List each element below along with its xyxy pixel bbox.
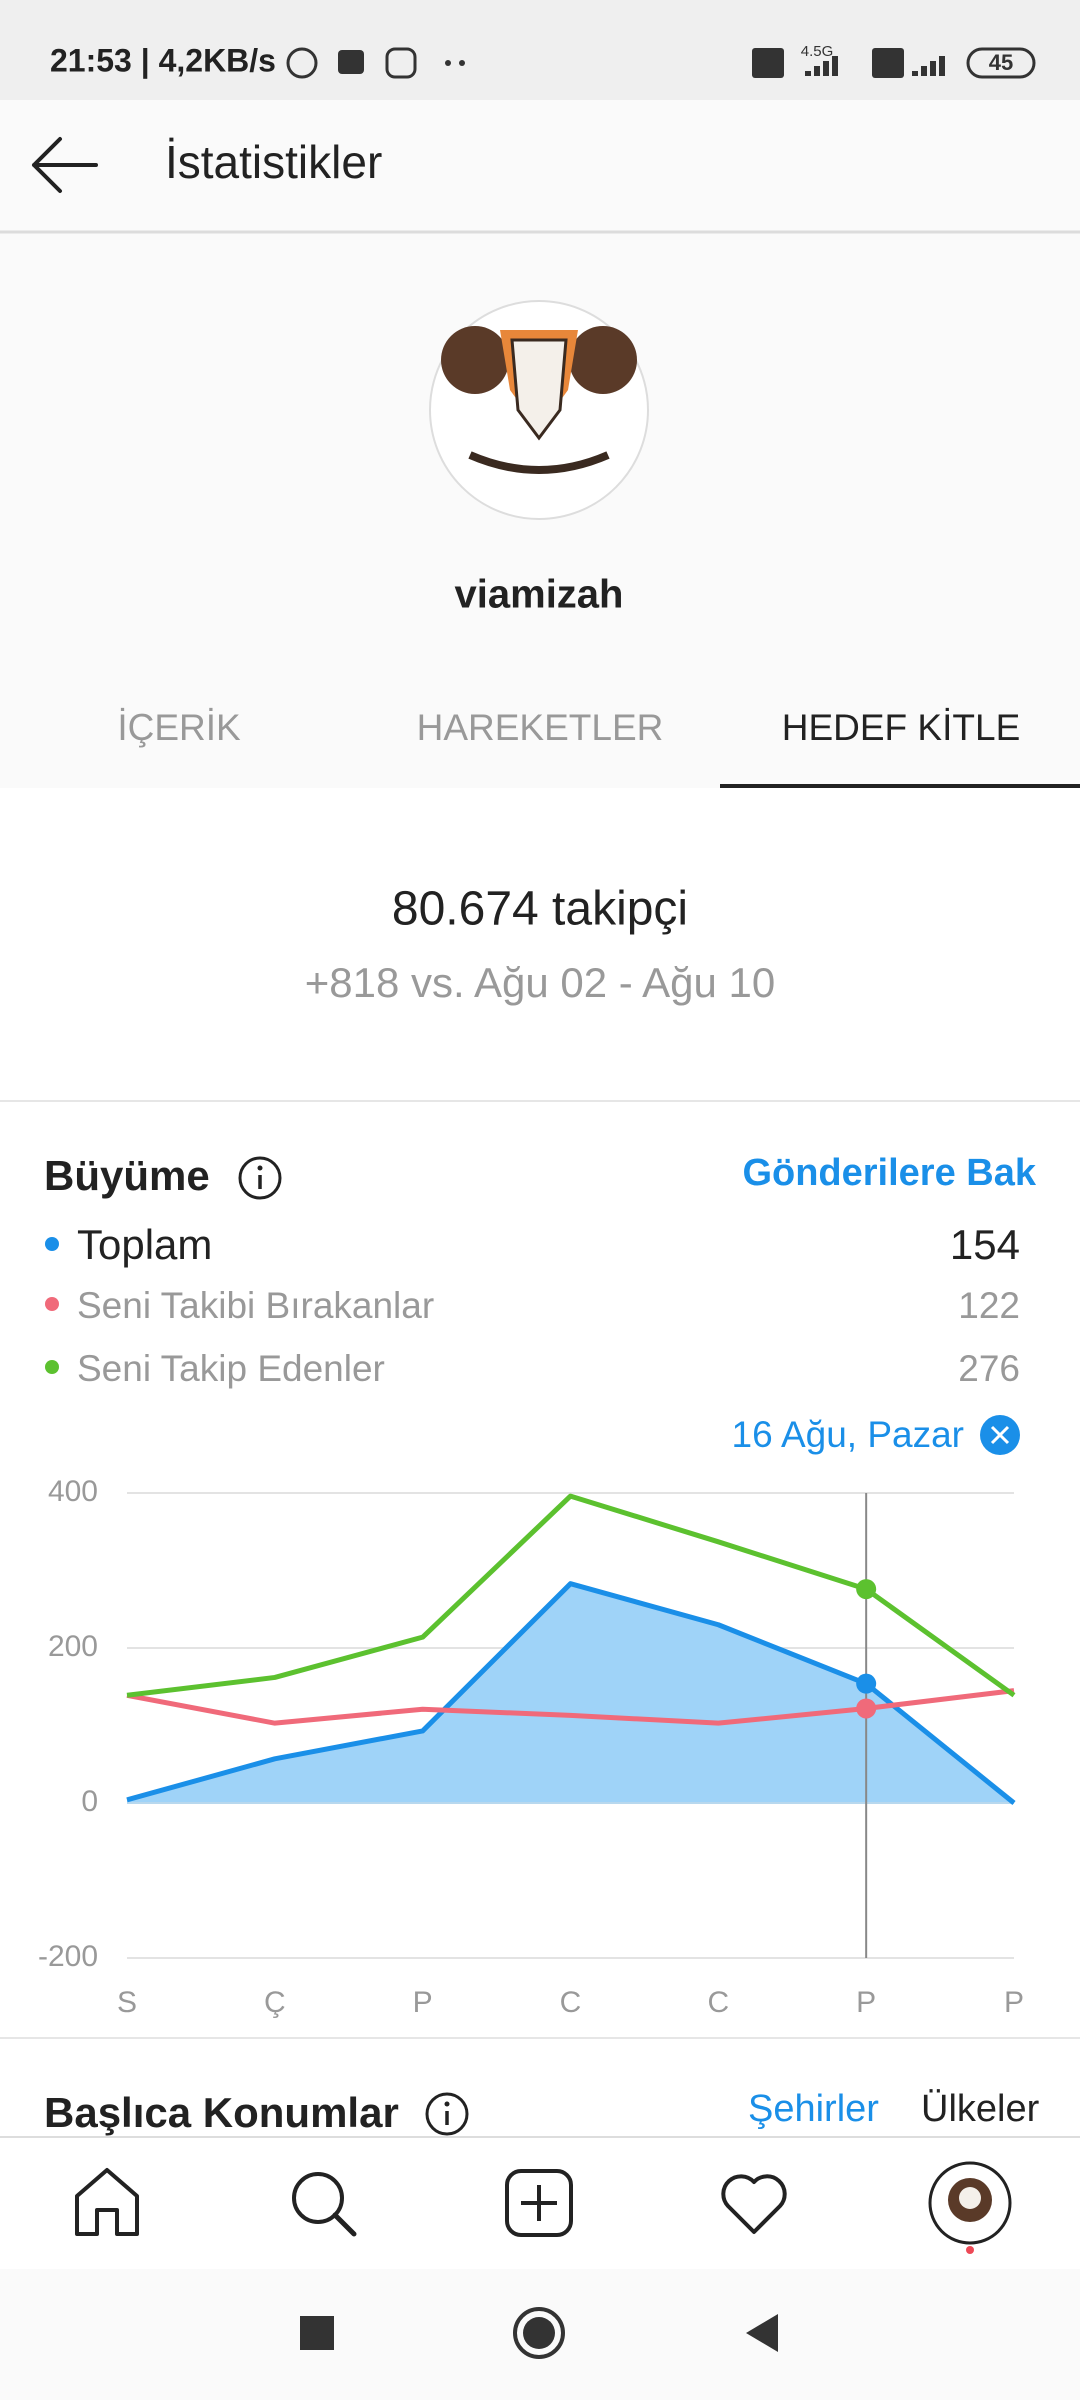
recents-button[interactable] [300,2316,334,2350]
home-button[interactable] [75,2168,139,2236]
tab[interactable]: HAREKETLER [417,707,664,748]
battery-icon [966,47,1036,79]
y-tick-label: -200 [38,1940,98,1973]
y-tick-label: 0 [81,1785,98,1818]
dot [459,60,465,66]
profile-avatar [429,300,649,520]
x-tick-label: P [1004,1986,1024,2019]
alarm-icon [286,47,318,79]
instagram-icon [385,47,417,79]
selected-point [856,1673,877,1694]
x-tick-label: P [856,1986,876,2019]
legend-label: Seni Takip Edenler [77,1348,385,1389]
dot [445,60,451,66]
legend-dot [45,1237,59,1251]
posts-link[interactable]: Gönderilere Bak [742,1152,1036,1194]
follower-count: 80.674 takipçi [392,883,688,936]
selected-point [856,1698,877,1719]
x-tick-label: C [560,1986,582,2019]
clear-selection-button[interactable] [980,1415,1020,1455]
legend-label: Toplam [77,1221,212,1268]
x-tick-label: P [413,1986,433,2019]
y-tick-label: 200 [48,1630,98,1663]
signal-icon [805,56,838,76]
info-icon[interactable] [425,2092,469,2136]
x-tick-label: Ç [264,1986,286,2019]
selected-point [856,1579,877,1600]
username: viamizah [455,573,624,617]
page-title: İstatistikler [165,136,382,188]
x-tick-label: S [117,1986,137,2019]
section-title: Başlıca Konumlar [44,2089,399,2136]
section-title: Büyüme [44,1152,210,1199]
back-system-button[interactable] [746,2314,778,2352]
create-button[interactable] [505,2169,573,2237]
legend-value: 122 [958,1285,1020,1326]
volte-icon [752,48,784,78]
battery-level: 45 [989,50,1013,75]
growth-chart: Toplam 154 Seni Takibi Bırakanlar 122 Seni T… [38,1221,1024,2019]
info-icon[interactable] [238,1156,282,1200]
network-type: 4.5G [801,43,834,60]
legend-dot [45,1297,59,1311]
tab-selected[interactable]: HEDEF KİTLE [782,707,1021,748]
legend-value: 276 [958,1348,1020,1389]
volte-icon [872,48,904,78]
back-button[interactable] [32,137,98,193]
home-system-button[interactable] [513,2307,565,2359]
selected-date: 16 Ağu, Pazar [732,1414,964,1455]
tab[interactable]: İÇERİK [117,707,241,748]
x-tick-label: C [707,1986,729,2019]
close-x [990,1425,1010,1445]
activity-button[interactable] [721,2174,787,2234]
search-button[interactable] [292,2172,357,2237]
location-tab[interactable]: Ülkeler [921,2088,1040,2130]
legend-label: Seni Takibi Bırakanlar [77,1285,434,1326]
signal-icon [912,56,945,76]
location-tab[interactable]: Şehirler [748,2088,879,2130]
y-tick-label: 400 [48,1475,98,1508]
status-time: 21:53 | 4,2KB/s [50,42,276,78]
area [127,1583,1014,1803]
legend-value: 154 [950,1221,1020,1268]
notification-icon [338,50,364,74]
legend-dot [45,1360,59,1374]
profile-button[interactable] [928,2161,1012,2254]
follower-comparison: +818 vs. Ağu 02 - Ağu 10 [305,959,776,1006]
